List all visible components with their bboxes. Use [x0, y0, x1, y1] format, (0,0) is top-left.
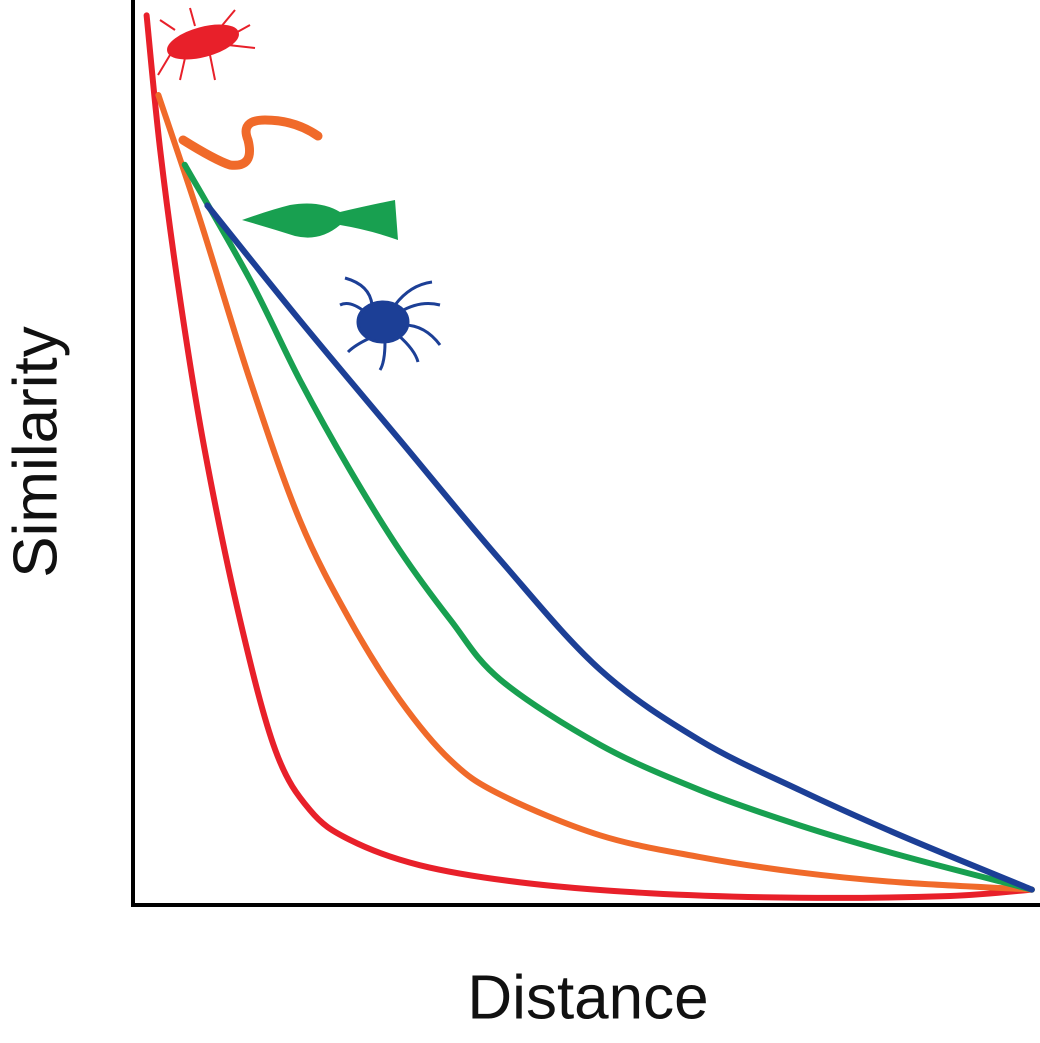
curve [143, 12, 1035, 901]
y-axis-label: Similarity [1, 326, 70, 577]
icons [157, 7, 442, 371]
curve [181, 161, 1035, 893]
x-axis-label: Distance [467, 963, 708, 1032]
curve [155, 92, 1035, 893]
tick-icon [339, 276, 442, 371]
curve [204, 202, 1035, 893]
worm-icon [178, 115, 323, 170]
bacterium-icon [157, 7, 256, 81]
copepod-icon [242, 200, 398, 240]
